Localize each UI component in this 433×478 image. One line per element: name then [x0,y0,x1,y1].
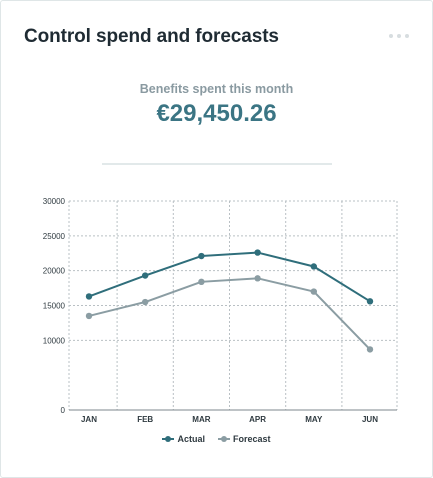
data-point-actual [142,272,149,279]
x-tick-label: MAR [192,415,210,424]
data-point-actual [310,263,317,270]
data-point-actual [85,293,93,300]
x-tick-label: FEB [137,415,153,424]
legend-swatch-icon [217,436,230,442]
legend-swatch-icon [162,436,175,442]
data-point-forecast [366,346,374,353]
chart-axes: 0 10000 15000 20000 25000 30000 JAN FEB MAR APR MA… [43,197,397,424]
x-tick-label: JUN [362,415,378,424]
menu-dot [405,34,409,38]
more-options-icon[interactable] [389,29,409,43]
chart-grid [68,200,398,410]
data-point-actual [366,298,374,305]
spend-line-chart: 0 10000 15000 20000 25000 30000 JAN FEB MAR APR MA… [43,197,398,424]
legend-label: Forecast [232,434,271,444]
data-point-forecast [142,298,149,306]
y-tick-label: 30000 [43,197,66,206]
chart-legend: Actual Forecast [1,434,432,444]
x-tick-label: MAY [305,415,323,424]
summary-value: €29,450.26 [156,100,277,127]
legend-label: Actual [177,434,205,444]
data-point-forecast [85,312,93,320]
y-tick-label: 25000 [43,232,66,241]
data-point-actual [254,249,261,256]
menu-dot [389,34,393,38]
data-point-actual [198,252,205,260]
y-tick-label: 20000 [43,267,66,276]
y-tick-label: 15000 [43,302,66,311]
divider [102,163,332,165]
y-tick-label: 10000 [43,336,66,345]
series-line-actual [88,251,371,303]
data-point-forecast [198,278,205,286]
x-tick-label: JAN [81,415,97,424]
x-tick-label: APR [249,415,266,424]
series-line-forecast [88,277,371,351]
menu-dot [397,34,401,38]
data-point-forecast [254,275,261,282]
legend-item-actual[interactable]: Actual [162,434,205,444]
chart-series [85,249,374,353]
legend-item-forecast[interactable]: Forecast [217,434,271,444]
card-title: Control spend and forecasts [24,26,279,47]
summary-label: Benefits spent this month [139,82,294,96]
data-point-forecast [310,288,317,295]
y-tick-label: 0 [61,406,66,415]
